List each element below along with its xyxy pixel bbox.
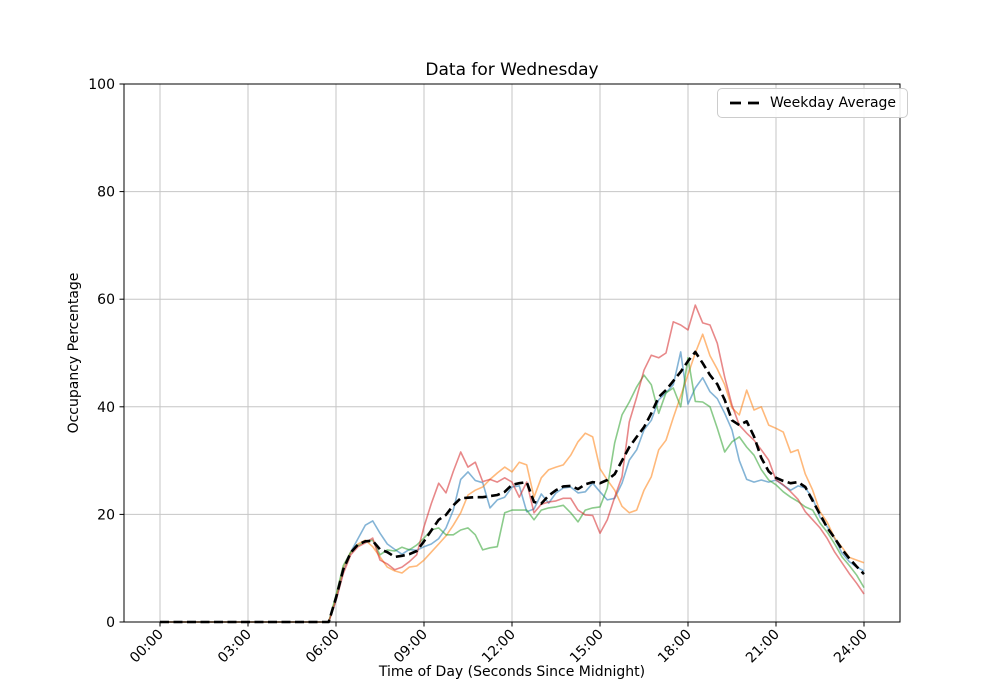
x-axis-label: Time of Day (Seconds Since Midnight) [378,664,646,680]
legend: Weekday Average [717,88,909,118]
x-tick-label: 18:00 [655,627,695,667]
y-axis-label: Occupancy Percentage [66,272,82,434]
y-tick-label: 80 [97,185,115,201]
legend-label: Weekday Average [770,95,897,111]
x-tick-label: 15:00 [567,627,607,667]
dashed-line-icon [730,101,760,105]
chart-title: Data for Wednesday [425,60,599,80]
x-tick-label: 03:00 [215,627,255,667]
x-tick-label: 21:00 [743,627,783,667]
x-tick-label: 06:00 [303,627,343,667]
y-tick-label: 0 [106,615,115,631]
y-tick-label: 20 [97,507,115,523]
y-tick-label: 60 [97,292,115,308]
x-tick-label: 12:00 [479,627,519,667]
y-tick-label: 100 [88,77,115,93]
x-tick-label: 09:00 [391,627,431,667]
y-tick-label: 40 [97,400,115,416]
x-tick-label: 24:00 [831,627,871,667]
x-tick-label: 00:00 [127,627,167,667]
series-line-weekday-average [160,350,865,624]
